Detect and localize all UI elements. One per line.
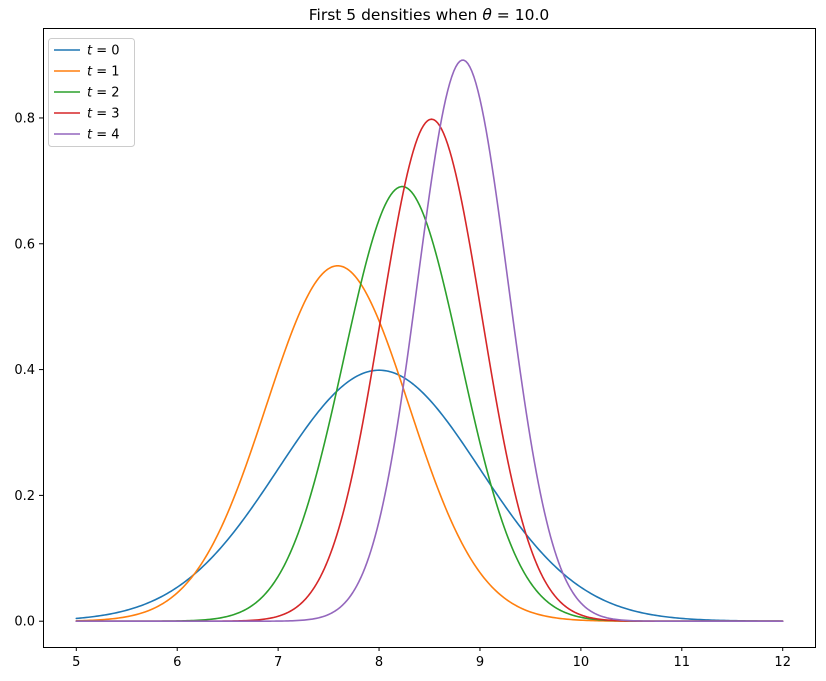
curve-t4 (75, 59, 784, 623)
x-tick-label: 11 (674, 655, 691, 670)
legend-label-t4: t = 4 (87, 128, 120, 143)
x-tick-label: 9 (476, 655, 484, 670)
x-tick-label: 6 (173, 655, 181, 670)
theta-symbol: θ (482, 6, 492, 24)
chart-title-suffix: = 10.0 (491, 6, 550, 24)
legend-box (48, 38, 135, 147)
legend-label-t1: t = 1 (87, 65, 120, 80)
x-tick-label: 8 (375, 655, 383, 670)
x-tick-label: 12 (774, 655, 791, 670)
y-tick-label: 0.6 (14, 237, 35, 252)
x-tick-label: 7 (274, 655, 282, 670)
curve-t0 (75, 369, 784, 622)
legend-label-t0: t = 0 (87, 44, 120, 59)
x-tick-label: 10 (573, 655, 590, 670)
plot-frame (43, 28, 816, 648)
curve-t1 (75, 265, 784, 623)
curve-t2 (75, 185, 784, 623)
legend-label-t3: t = 3 (87, 107, 120, 122)
legend: t = 0 t = 1 t = 2 t = 3 t = 4 (48, 38, 135, 147)
chart-title-prefix: First 5 densities when (308, 6, 483, 24)
y-tick-label: 0.8 (14, 111, 35, 126)
legend-label-t2: t = 2 (87, 86, 120, 101)
chart-title: First 5 densities when θ = 10.0 (43, 6, 815, 24)
y-tick-label: 0.2 (14, 489, 35, 504)
y-tick-label: 0.4 (14, 363, 35, 378)
x-tick-label: 5 (72, 655, 80, 670)
y-tick-label: 0.0 (14, 615, 35, 630)
